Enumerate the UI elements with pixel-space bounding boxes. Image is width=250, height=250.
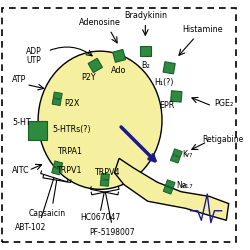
Ellipse shape	[38, 51, 162, 189]
Text: TRPA1: TRPA1	[56, 147, 82, 156]
Text: Capsaicin: Capsaicin	[29, 208, 66, 218]
FancyBboxPatch shape	[52, 98, 61, 105]
Text: AITC: AITC	[12, 166, 29, 175]
FancyBboxPatch shape	[140, 46, 150, 56]
Text: PF-5198007: PF-5198007	[89, 228, 135, 236]
Text: H₁(?): H₁(?)	[155, 78, 174, 86]
FancyBboxPatch shape	[163, 186, 173, 194]
FancyBboxPatch shape	[53, 92, 62, 99]
FancyBboxPatch shape	[52, 167, 61, 175]
Text: ABT-102: ABT-102	[15, 223, 47, 232]
Text: P2Y: P2Y	[81, 73, 96, 82]
Text: P2X: P2X	[64, 99, 79, 108]
Text: TRPV1: TRPV1	[56, 166, 82, 175]
Text: 5-HT: 5-HT	[12, 118, 30, 127]
Text: TRPV4: TRPV4	[94, 168, 120, 177]
FancyBboxPatch shape	[100, 180, 109, 186]
Text: Bradykinin: Bradykinin	[124, 11, 167, 20]
Text: PGE₂: PGE₂	[214, 99, 234, 108]
Text: EPR: EPR	[159, 102, 174, 110]
Text: UTP: UTP	[26, 56, 41, 65]
Text: K: K	[182, 150, 187, 159]
Text: Ado: Ado	[112, 66, 127, 75]
Text: 1.7: 1.7	[184, 184, 193, 190]
Text: 5-HTRs(?): 5-HTRs(?)	[52, 125, 91, 134]
Polygon shape	[114, 158, 229, 220]
FancyBboxPatch shape	[113, 50, 126, 62]
FancyBboxPatch shape	[173, 149, 182, 157]
FancyBboxPatch shape	[170, 155, 180, 163]
Text: Retigabine: Retigabine	[202, 135, 244, 144]
FancyBboxPatch shape	[2, 8, 236, 242]
Text: Na: Na	[176, 181, 187, 190]
Text: v: v	[186, 152, 189, 157]
FancyBboxPatch shape	[28, 121, 47, 140]
Text: HC067047: HC067047	[80, 213, 120, 222]
Text: Histamine: Histamine	[182, 25, 223, 34]
FancyBboxPatch shape	[171, 91, 182, 102]
FancyBboxPatch shape	[54, 161, 63, 168]
Text: v: v	[182, 183, 185, 188]
FancyBboxPatch shape	[163, 62, 175, 74]
Text: Adenosine: Adenosine	[79, 18, 121, 27]
Text: ATP: ATP	[12, 75, 26, 84]
FancyBboxPatch shape	[88, 58, 102, 72]
Text: ADP: ADP	[26, 46, 41, 56]
FancyBboxPatch shape	[166, 180, 175, 188]
Text: B₂: B₂	[141, 61, 150, 70]
Text: 7: 7	[189, 154, 192, 158]
FancyBboxPatch shape	[101, 173, 110, 180]
